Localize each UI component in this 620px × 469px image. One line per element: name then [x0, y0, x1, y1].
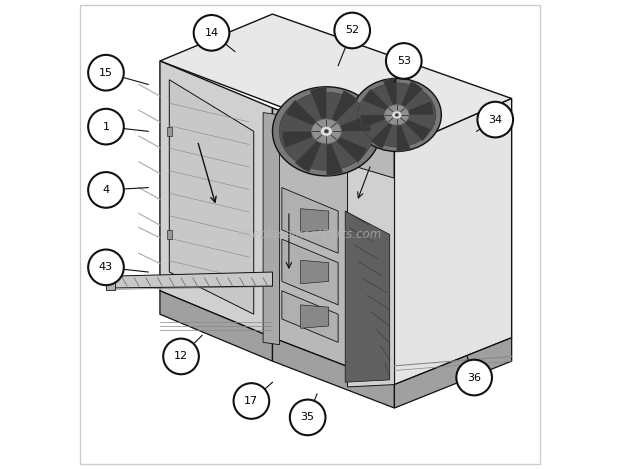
Wedge shape [326, 144, 343, 175]
Circle shape [334, 13, 370, 48]
Polygon shape [282, 239, 338, 305]
Text: 35: 35 [301, 412, 315, 423]
Wedge shape [363, 89, 389, 111]
Polygon shape [282, 188, 338, 253]
Text: 17: 17 [244, 396, 259, 406]
Circle shape [386, 43, 422, 79]
Ellipse shape [392, 111, 402, 119]
Polygon shape [108, 272, 272, 288]
Polygon shape [106, 273, 115, 290]
Polygon shape [272, 338, 394, 408]
Polygon shape [394, 338, 511, 408]
Circle shape [163, 339, 199, 374]
Ellipse shape [272, 87, 380, 176]
Circle shape [88, 250, 124, 285]
Circle shape [234, 383, 269, 419]
Wedge shape [310, 87, 326, 119]
Polygon shape [345, 211, 390, 382]
Circle shape [193, 15, 229, 51]
Polygon shape [272, 108, 394, 385]
Ellipse shape [279, 92, 374, 170]
Wedge shape [371, 122, 392, 149]
Polygon shape [301, 209, 329, 232]
Ellipse shape [321, 127, 332, 136]
Text: 1: 1 [102, 121, 110, 132]
Ellipse shape [358, 83, 436, 147]
Ellipse shape [312, 119, 341, 144]
Polygon shape [169, 80, 254, 314]
Wedge shape [404, 119, 430, 141]
Ellipse shape [352, 78, 441, 151]
Wedge shape [383, 78, 397, 105]
Text: 52: 52 [345, 25, 359, 36]
Text: 34: 34 [488, 114, 502, 125]
Text: 43: 43 [99, 262, 113, 272]
Circle shape [290, 400, 326, 435]
Wedge shape [295, 141, 321, 172]
Circle shape [477, 102, 513, 137]
Text: 53: 53 [397, 56, 411, 66]
Wedge shape [360, 115, 387, 129]
Wedge shape [332, 91, 358, 122]
Ellipse shape [384, 105, 409, 125]
Wedge shape [286, 100, 317, 126]
Wedge shape [335, 136, 367, 163]
Polygon shape [301, 260, 329, 284]
Polygon shape [394, 98, 511, 385]
Text: 12: 12 [174, 351, 188, 362]
Polygon shape [263, 113, 280, 345]
Text: 36: 36 [467, 372, 481, 383]
Text: 14: 14 [205, 28, 219, 38]
Wedge shape [407, 101, 433, 115]
Polygon shape [167, 230, 172, 239]
Text: 15: 15 [99, 68, 113, 78]
Circle shape [88, 109, 124, 144]
Wedge shape [282, 131, 314, 148]
Ellipse shape [324, 129, 329, 133]
Polygon shape [160, 61, 272, 338]
Circle shape [88, 55, 124, 91]
Ellipse shape [395, 113, 399, 116]
Text: 4: 4 [102, 185, 110, 195]
Circle shape [88, 172, 124, 208]
Polygon shape [348, 164, 394, 387]
Wedge shape [401, 81, 423, 107]
Polygon shape [282, 291, 338, 342]
Circle shape [456, 360, 492, 395]
Polygon shape [167, 127, 172, 136]
Polygon shape [301, 305, 329, 328]
Wedge shape [397, 125, 410, 151]
Polygon shape [160, 291, 272, 361]
Polygon shape [160, 14, 512, 150]
Text: eReplacementParts.com: eReplacementParts.com [238, 228, 382, 241]
Wedge shape [339, 115, 371, 131]
